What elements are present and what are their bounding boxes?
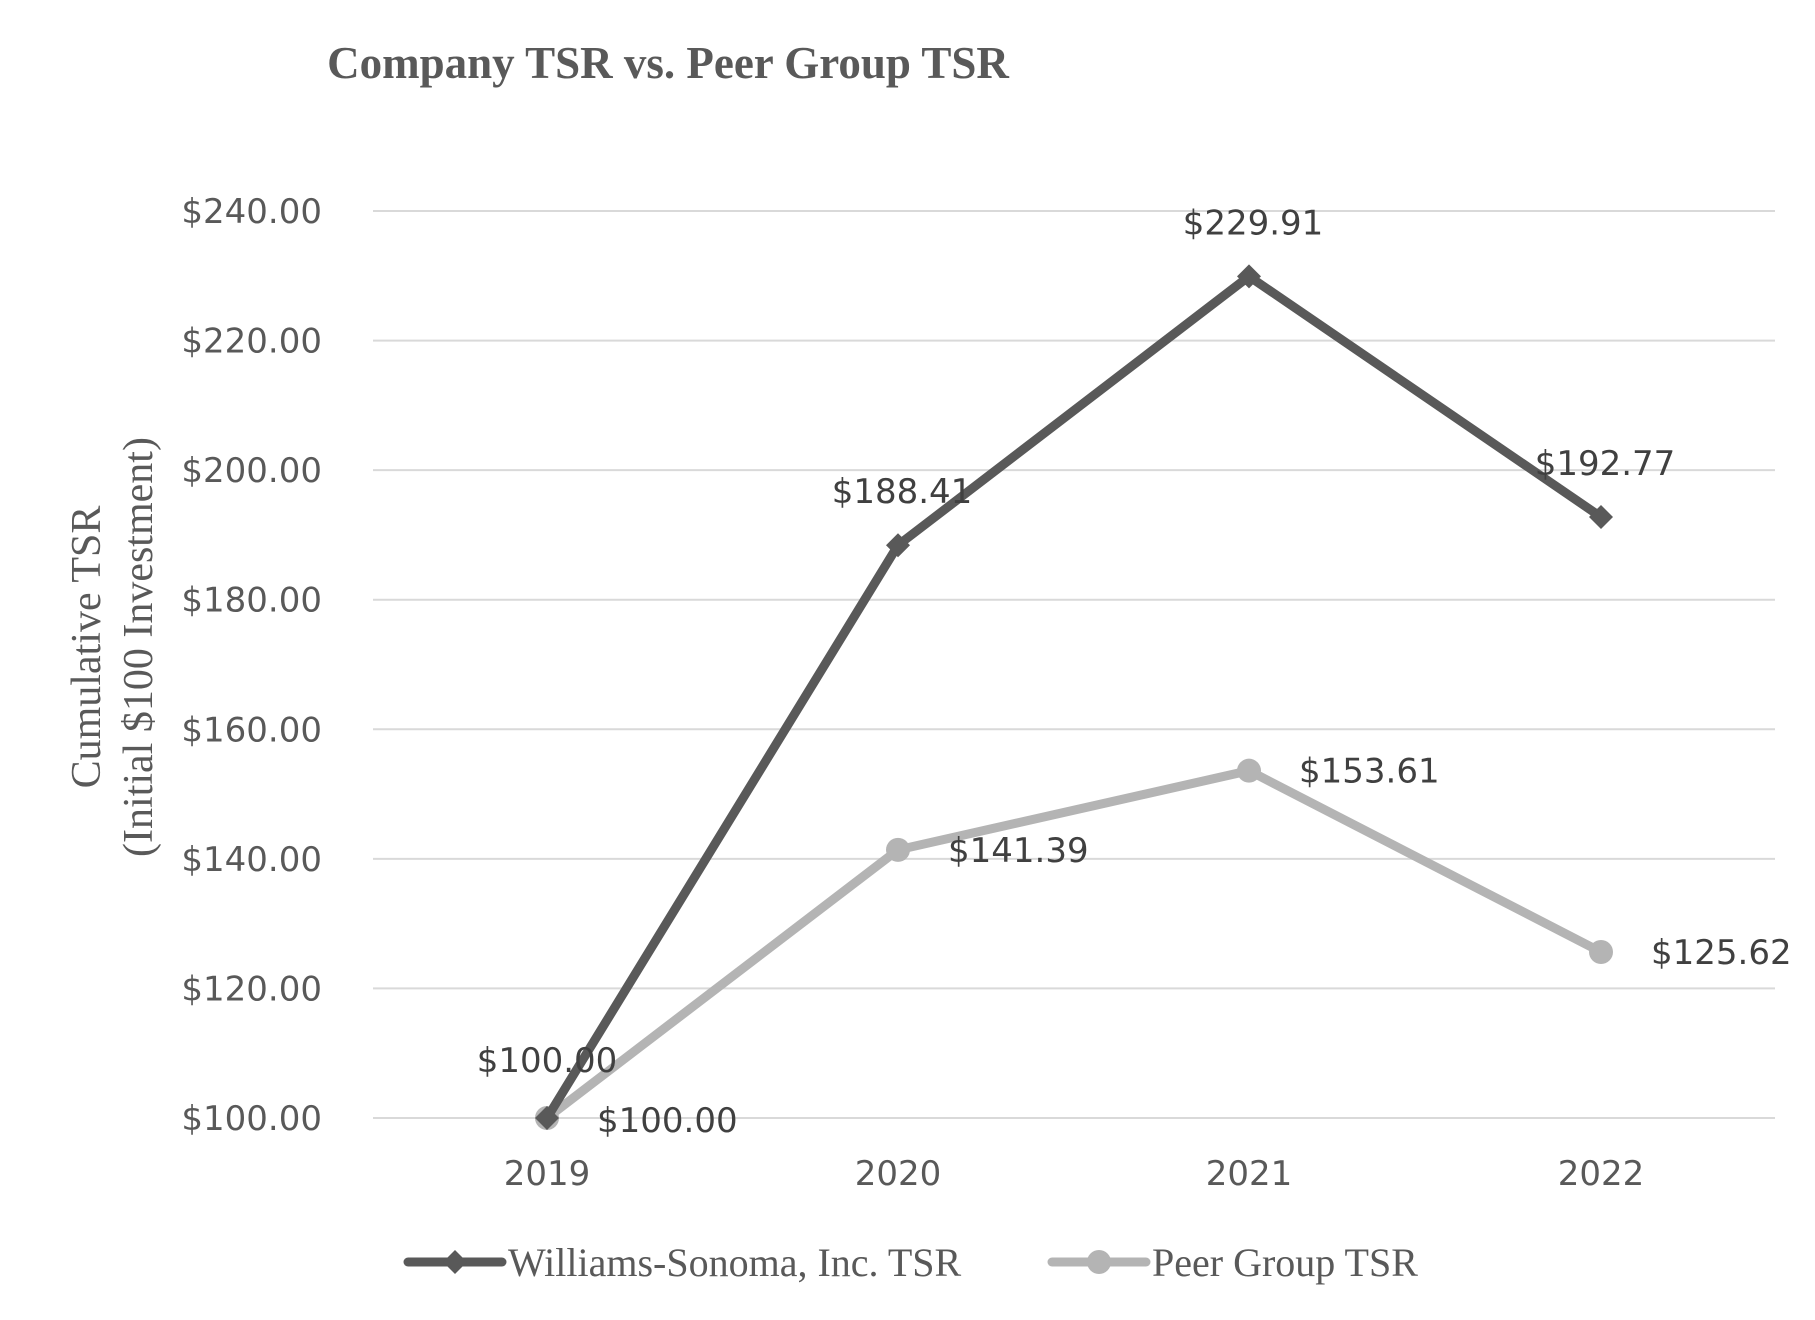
company-tsr-marker [1237, 264, 1261, 289]
peer-tsr-marker [886, 837, 910, 862]
y-axis-label-line1: Cumulative TSR [64, 506, 110, 789]
peer-tsr-data-label: $153.61 [1299, 752, 1440, 792]
company-tsr-marker [535, 1106, 559, 1130]
y-tick-label: $200.00 [181, 451, 322, 491]
y-tick-label: $240.00 [181, 192, 322, 232]
company-tsr-data-label: $100.00 [477, 1041, 618, 1081]
legend-circle-icon [1087, 1250, 1111, 1274]
legend-diamond-icon [443, 1250, 467, 1274]
company-tsr-data-label: $192.77 [1535, 444, 1676, 484]
chart-title: Company TSR vs. Peer Group TSR [327, 38, 1009, 88]
y-tick-label: $120.00 [181, 969, 322, 1009]
y-axis-ticks: $100.00 $120.00 $140.00 $160.00 $180.00 $200.… [181, 192, 322, 1139]
y-tick-label: $140.00 [181, 840, 322, 880]
peer-tsr-data-label: $100.00 [597, 1101, 738, 1141]
company-tsr-line [542, 271, 1606, 1123]
peer-tsr-marker [1589, 940, 1613, 965]
y-tick-label: $100.00 [181, 1099, 322, 1139]
x-axis-ticks: 2019 2020 2021 2022 [504, 1154, 1645, 1194]
company-tsr-marker [1589, 504, 1613, 529]
gridlines [373, 210, 1775, 1119]
company-tsr-data-label: $188.41 [832, 472, 973, 512]
legend-peer-label: Peer Group TSR [1152, 1240, 1418, 1285]
y-tick-label: $180.00 [181, 581, 322, 621]
peer-tsr-marker [1237, 758, 1261, 783]
peer-tsr-data-label: $125.62 [1651, 933, 1792, 973]
x-tick-label: 2019 [504, 1154, 591, 1194]
legend: Williams-Sonoma, Inc. TSR Peer Group TSR [403, 1240, 1418, 1285]
y-tick-label: $220.00 [181, 322, 322, 362]
data-labels: $100.00 $188.41 $229.91 $192.77 $100.00 $141.… [477, 203, 1792, 1141]
x-tick-label: 2022 [1558, 1154, 1645, 1194]
peer-tsr-data-label: $141.39 [948, 831, 1089, 871]
company-tsr-marker [886, 533, 910, 558]
company-tsr-data-label: $229.91 [1183, 203, 1324, 243]
y-axis-label-line2: (Initial $100 Investment) [116, 437, 162, 857]
y-axis-label: Cumulative TSR (Initial $100 Investment) [64, 437, 162, 857]
legend-company-label: Williams-Sonoma, Inc. TSR [508, 1240, 962, 1285]
series-lines [535, 264, 1613, 1130]
peer-tsr-line [542, 766, 1606, 1123]
x-tick-label: 2020 [855, 1154, 942, 1194]
x-tick-label: 2021 [1206, 1154, 1293, 1194]
y-tick-label: $160.00 [181, 710, 322, 750]
